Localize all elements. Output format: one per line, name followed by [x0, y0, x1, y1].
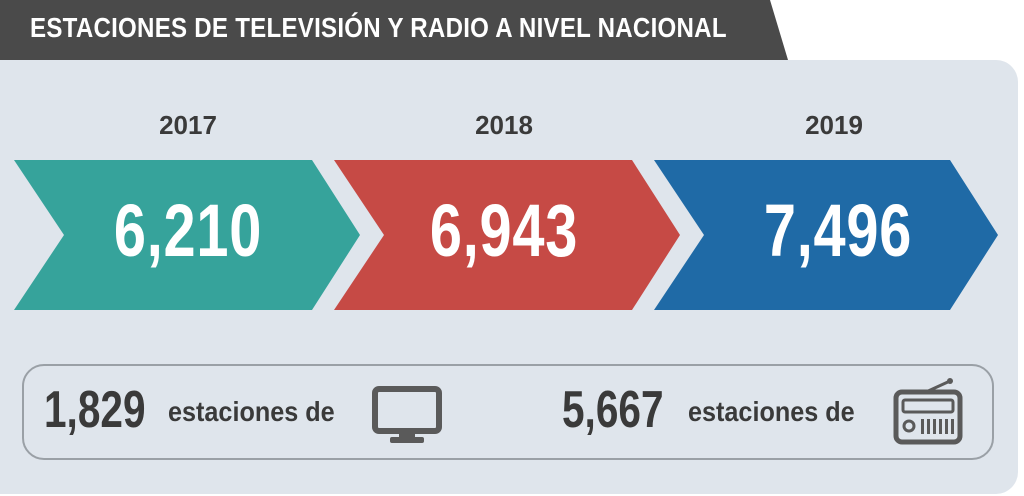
arrow-2017	[14, 160, 360, 310]
tv-count: 1,829	[44, 381, 146, 439]
value-2019: 7,496	[763, 189, 913, 272]
radio-count: 5,667	[562, 381, 664, 439]
title-bar: ESTACIONES DE TELEVISIÓN Y RADIO A NIVEL…	[0, 0, 790, 60]
radio-label: estaciones de	[688, 396, 855, 427]
year-label-2018: 2018	[475, 110, 533, 140]
title-bar-shape	[0, 0, 788, 60]
year-label-2017: 2017	[159, 110, 217, 140]
year-label-2019: 2019	[805, 110, 863, 140]
radio-icon	[893, 378, 963, 445]
television-icon	[372, 386, 442, 443]
arrow-2018	[334, 160, 680, 310]
arrow-2019	[654, 160, 998, 310]
value-2017: 6,210	[113, 189, 263, 272]
summary-box	[22, 364, 994, 460]
tv-label: estaciones de	[168, 396, 335, 427]
page-title: ESTACIONES DE TELEVISIÓN Y RADIO A NIVEL…	[30, 12, 727, 43]
value-2018: 6,943	[429, 189, 579, 272]
